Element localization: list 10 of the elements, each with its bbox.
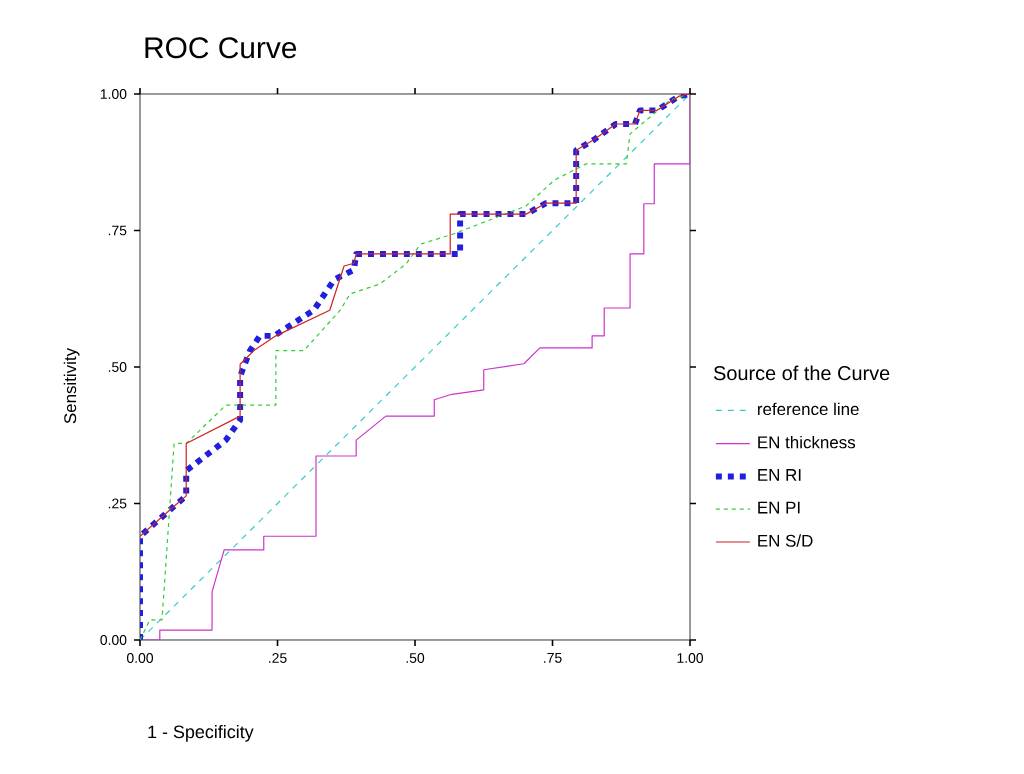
legend-label: reference line (757, 402, 859, 416)
line-series (140, 93, 691, 537)
legend-label: EN S/D (758, 534, 813, 547)
legend-label: EN RI (758, 469, 801, 481)
chart-title: ROC Curve (145, 37, 297, 59)
y-axis-title: Sensitivity (63, 347, 80, 424)
legend-label: EN thickness (758, 435, 856, 449)
x-axis-title: 1 - Specificity (148, 725, 254, 742)
legend-label: EN PI (758, 501, 800, 514)
legend-title: Source of the Curve (713, 365, 890, 381)
